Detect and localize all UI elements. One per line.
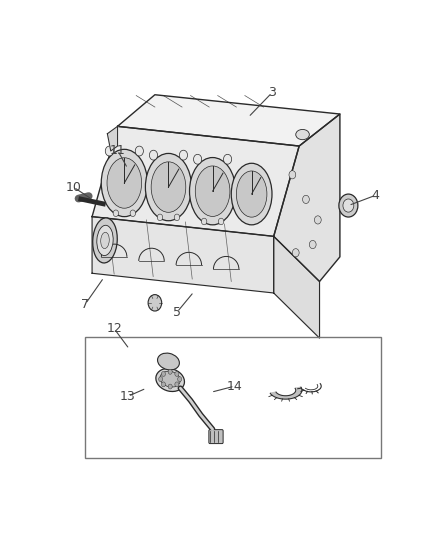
Ellipse shape: [237, 171, 267, 217]
Ellipse shape: [101, 149, 148, 216]
Ellipse shape: [156, 368, 184, 392]
Text: 11: 11: [110, 144, 125, 157]
Ellipse shape: [107, 158, 141, 208]
Polygon shape: [92, 126, 299, 236]
Ellipse shape: [151, 162, 186, 212]
Circle shape: [162, 372, 166, 376]
Circle shape: [105, 146, 113, 156]
Ellipse shape: [145, 154, 191, 221]
Polygon shape: [107, 126, 117, 151]
Text: 7: 7: [81, 297, 89, 311]
Circle shape: [157, 214, 162, 221]
Circle shape: [162, 382, 166, 387]
Ellipse shape: [160, 371, 180, 387]
Circle shape: [130, 210, 135, 216]
Circle shape: [149, 150, 158, 160]
Ellipse shape: [101, 232, 109, 248]
Circle shape: [180, 150, 187, 160]
Ellipse shape: [296, 130, 309, 140]
Circle shape: [339, 194, 358, 217]
Circle shape: [289, 171, 296, 179]
Circle shape: [174, 214, 180, 221]
Ellipse shape: [190, 158, 236, 225]
Ellipse shape: [97, 225, 113, 256]
Circle shape: [343, 199, 354, 212]
Circle shape: [219, 218, 224, 225]
Circle shape: [159, 377, 162, 382]
Circle shape: [175, 372, 179, 376]
Ellipse shape: [93, 218, 117, 263]
Circle shape: [135, 146, 143, 156]
Circle shape: [178, 377, 182, 382]
Circle shape: [175, 382, 179, 387]
Polygon shape: [274, 114, 340, 281]
Circle shape: [314, 216, 321, 224]
Text: 5: 5: [173, 306, 181, 319]
Polygon shape: [117, 95, 340, 146]
Polygon shape: [92, 216, 274, 293]
Text: 13: 13: [120, 390, 136, 403]
Ellipse shape: [195, 166, 230, 216]
Circle shape: [168, 384, 172, 389]
Circle shape: [223, 155, 232, 164]
Circle shape: [309, 240, 316, 248]
Polygon shape: [270, 387, 302, 399]
Circle shape: [201, 218, 207, 225]
Text: 12: 12: [106, 322, 122, 335]
Circle shape: [194, 155, 201, 164]
FancyBboxPatch shape: [209, 430, 223, 443]
Polygon shape: [274, 236, 320, 338]
Circle shape: [303, 195, 309, 204]
Text: 3: 3: [268, 86, 276, 99]
Text: 14: 14: [227, 379, 243, 393]
Ellipse shape: [231, 163, 272, 225]
Ellipse shape: [158, 353, 180, 370]
Text: 4: 4: [371, 189, 379, 202]
Text: 10: 10: [66, 181, 81, 193]
Circle shape: [168, 369, 172, 374]
Circle shape: [113, 210, 119, 216]
Circle shape: [148, 295, 162, 311]
Bar: [85, 337, 381, 458]
Circle shape: [293, 248, 299, 257]
